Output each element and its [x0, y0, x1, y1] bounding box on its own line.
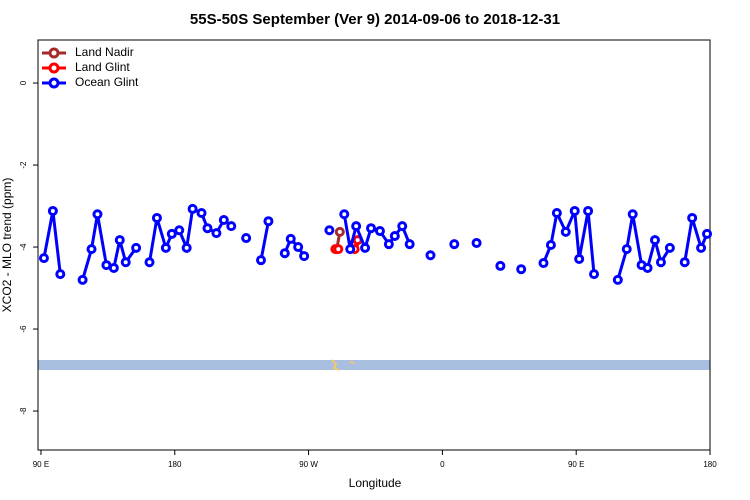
- data-point: [279, 248, 290, 259]
- y-tick-label: -8: [19, 407, 28, 415]
- data-point: [77, 274, 88, 285]
- y-axis-label: XCO2 - MLO trend (ppm): [0, 178, 14, 313]
- plot-frame: [37, 39, 711, 451]
- y-tick-label: -4: [19, 243, 28, 251]
- data-point: [545, 240, 556, 250]
- data-point: [389, 230, 400, 241]
- data-point: [324, 225, 335, 236]
- data-point: [226, 221, 237, 232]
- data-point: [333, 244, 344, 255]
- x-tick-label: 180: [703, 460, 717, 469]
- data-point: [404, 239, 415, 250]
- y-tick-label: -2: [19, 161, 28, 169]
- legend-marker: [48, 47, 60, 59]
- data-point: [211, 228, 222, 239]
- data-point: [425, 250, 436, 261]
- data-point: [202, 223, 213, 234]
- data-point: [55, 269, 66, 280]
- data-point: [516, 264, 527, 275]
- surface-band: [38, 360, 710, 370]
- data-point: [187, 203, 198, 214]
- data-point: [642, 262, 653, 273]
- series-line: [42, 206, 709, 281]
- data-point: [351, 221, 362, 232]
- data-point: [449, 239, 460, 250]
- data-point: [574, 253, 585, 264]
- chart-title: 55S-50S September (Ver 9) 2014-09-06 to …: [190, 11, 560, 28]
- data-point: [241, 233, 252, 244]
- data-point: [92, 209, 103, 220]
- data-point: [144, 257, 155, 268]
- data-point: [334, 226, 345, 237]
- data-point: [47, 205, 58, 216]
- legend-label: Land Nadir: [75, 45, 134, 59]
- data-point: [696, 242, 707, 253]
- legend-label: Ocean Glint: [75, 75, 139, 89]
- data-point: [583, 205, 594, 216]
- data-point: [218, 214, 229, 225]
- data-point: [108, 262, 119, 273]
- legend-marker: [48, 77, 60, 89]
- data-point: [383, 239, 394, 250]
- data-point: [151, 212, 162, 223]
- data-point: [101, 260, 112, 271]
- x-tick-label: 90 W: [299, 460, 318, 469]
- data-point: [702, 228, 713, 239]
- legend-marker: [48, 62, 60, 74]
- data-point: [360, 242, 371, 253]
- data-point: [166, 228, 177, 239]
- data-point: [345, 244, 356, 255]
- data-point: [120, 257, 131, 268]
- data-point: [687, 212, 698, 223]
- data-point: [38, 253, 49, 264]
- y-tick-label: -6: [19, 325, 28, 333]
- data-point: [160, 242, 171, 253]
- data-point: [627, 209, 638, 220]
- data-point: [366, 223, 377, 234]
- data-point: [538, 258, 549, 269]
- surface-detail: [331, 359, 355, 371]
- data-point: [181, 242, 192, 253]
- data-point: [560, 226, 571, 237]
- data-point: [569, 205, 580, 216]
- data-point: [374, 226, 385, 237]
- data-point: [114, 235, 125, 246]
- data-point: [621, 244, 632, 255]
- y-tick-label: 0: [19, 80, 28, 85]
- x-tick-label: 0: [440, 460, 445, 469]
- x-tick-label: 90 E: [33, 460, 49, 469]
- data-point: [263, 216, 274, 227]
- data-point: [551, 208, 562, 219]
- x-tick-label: 90 E: [568, 460, 584, 469]
- data-point: [131, 242, 142, 253]
- data-point: [612, 274, 623, 285]
- data-point: [495, 260, 506, 271]
- x-tick-label: 180: [168, 460, 182, 469]
- data-point: [196, 208, 207, 219]
- data-point: [339, 209, 350, 220]
- data-point: [256, 255, 267, 266]
- data-point: [679, 257, 690, 268]
- data-point: [589, 269, 600, 280]
- data-point: [293, 242, 304, 253]
- data-point: [397, 221, 408, 232]
- data-point: [664, 242, 675, 253]
- data-point: [649, 235, 660, 246]
- data-point: [174, 225, 185, 236]
- x-axis-label: Longitude: [349, 476, 402, 490]
- data-point: [655, 257, 666, 268]
- data-point: [285, 233, 296, 244]
- data-point: [86, 244, 97, 255]
- data-point: [471, 237, 482, 248]
- data-point: [299, 251, 310, 262]
- legend-label: Land Glint: [75, 60, 130, 74]
